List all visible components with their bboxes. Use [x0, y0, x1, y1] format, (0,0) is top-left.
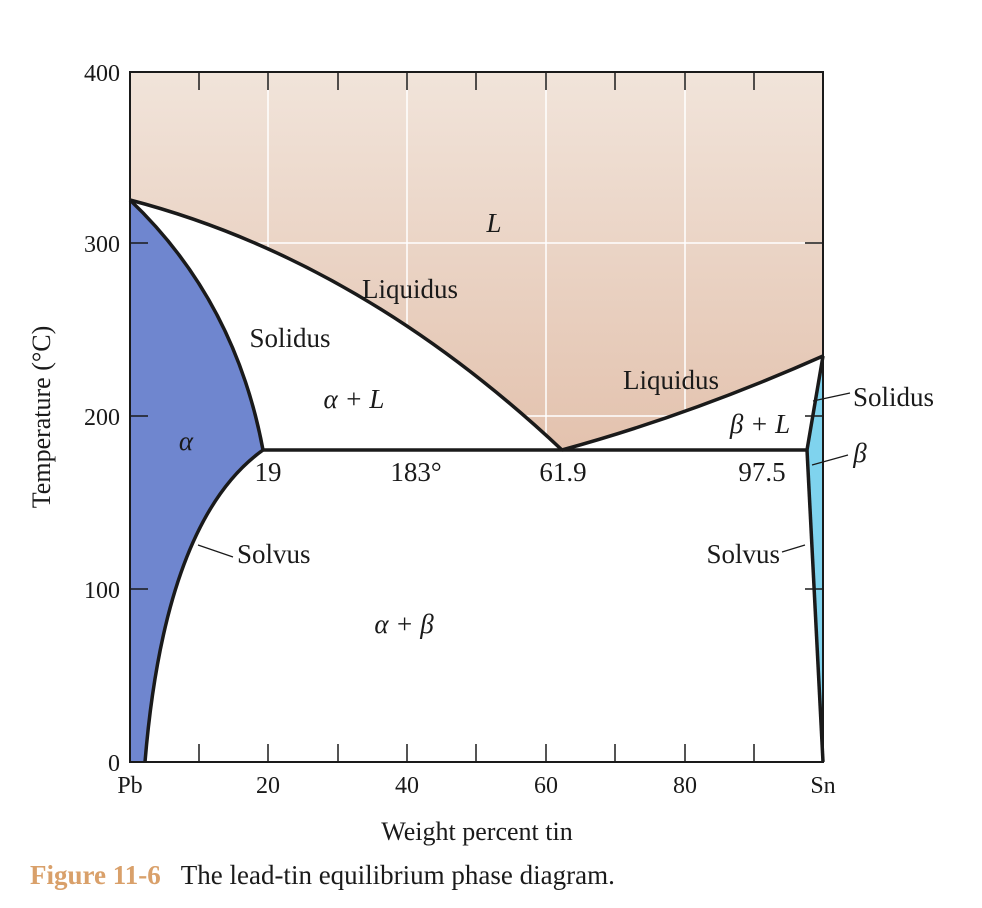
label-eutectic-temperature: 183°: [390, 457, 441, 487]
y-tick-100: 100: [84, 578, 120, 604]
figure-caption-text: The lead-tin equilibrium phase diagram.: [180, 860, 615, 890]
x-tick-pb: Pb: [117, 773, 142, 799]
label-beta: β: [852, 438, 867, 468]
label-beta-limit: 97.5: [738, 457, 785, 487]
liquidus-right-curve: [561, 354, 824, 452]
label-liquidus-left: Liquidus: [362, 274, 458, 304]
liquidus-left-curve: [129, 198, 564, 452]
x-axis-title: Weight percent tin: [381, 817, 572, 846]
y-tick-0: 0: [108, 751, 120, 777]
label-solvus-left: Solvus: [237, 539, 311, 569]
figure-caption: Figure 11-6 The lead-tin equilibrium phas…: [30, 860, 615, 891]
label-solidus-right: Solidus: [853, 382, 934, 412]
y-axis-title: Temperature (°C): [27, 326, 56, 509]
leader-lines: [197, 392, 851, 558]
tick-marks: [130, 71, 823, 762]
label-liquid: L: [485, 208, 501, 238]
solvus-left-curve: [143, 448, 265, 763]
label-alpha-liquid: α + L: [324, 384, 385, 414]
phase-boundaries: [128, 198, 825, 763]
label-alpha-limit: 19: [255, 457, 282, 487]
label-solvus-right: Solvus: [706, 539, 780, 569]
label-beta-liquid: β + L: [729, 409, 790, 439]
solvus-right-curve: [805, 449, 825, 763]
figure-number: Figure 11-6: [30, 860, 161, 890]
y-tick-300: 300: [84, 232, 120, 258]
label-solidus-left: Solidus: [249, 323, 330, 353]
label-eutectic-composition: 61.9: [539, 457, 586, 487]
x-tick-80: 80: [673, 773, 697, 799]
solidus-right-curve: [805, 355, 825, 451]
x-tick-sn: Sn: [810, 773, 835, 799]
x-tick-40: 40: [395, 773, 419, 799]
label-liquidus-right: Liquidus: [623, 365, 719, 395]
x-tick-60: 60: [534, 773, 558, 799]
label-alpha-beta: α + β: [374, 609, 434, 639]
x-tick-20: 20: [256, 773, 280, 799]
alpha-region: [130, 200, 263, 762]
y-tick-400: 400: [84, 61, 120, 87]
solidus-left-curve: [128, 198, 265, 451]
liquid-region: [130, 72, 823, 450]
label-alpha: α: [179, 426, 194, 456]
y-tick-200: 200: [84, 405, 120, 431]
